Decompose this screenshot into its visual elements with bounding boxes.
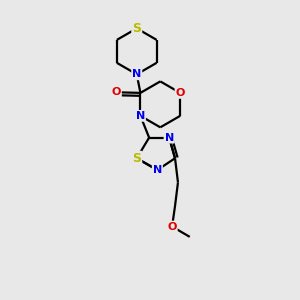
Text: O: O <box>112 87 121 97</box>
Text: N: N <box>164 133 174 142</box>
Text: N: N <box>132 69 141 79</box>
Text: O: O <box>167 222 177 232</box>
Text: S: S <box>132 152 141 165</box>
Text: O: O <box>176 88 185 98</box>
Text: N: N <box>153 165 162 175</box>
Text: N: N <box>136 111 145 121</box>
Text: S: S <box>132 22 141 35</box>
